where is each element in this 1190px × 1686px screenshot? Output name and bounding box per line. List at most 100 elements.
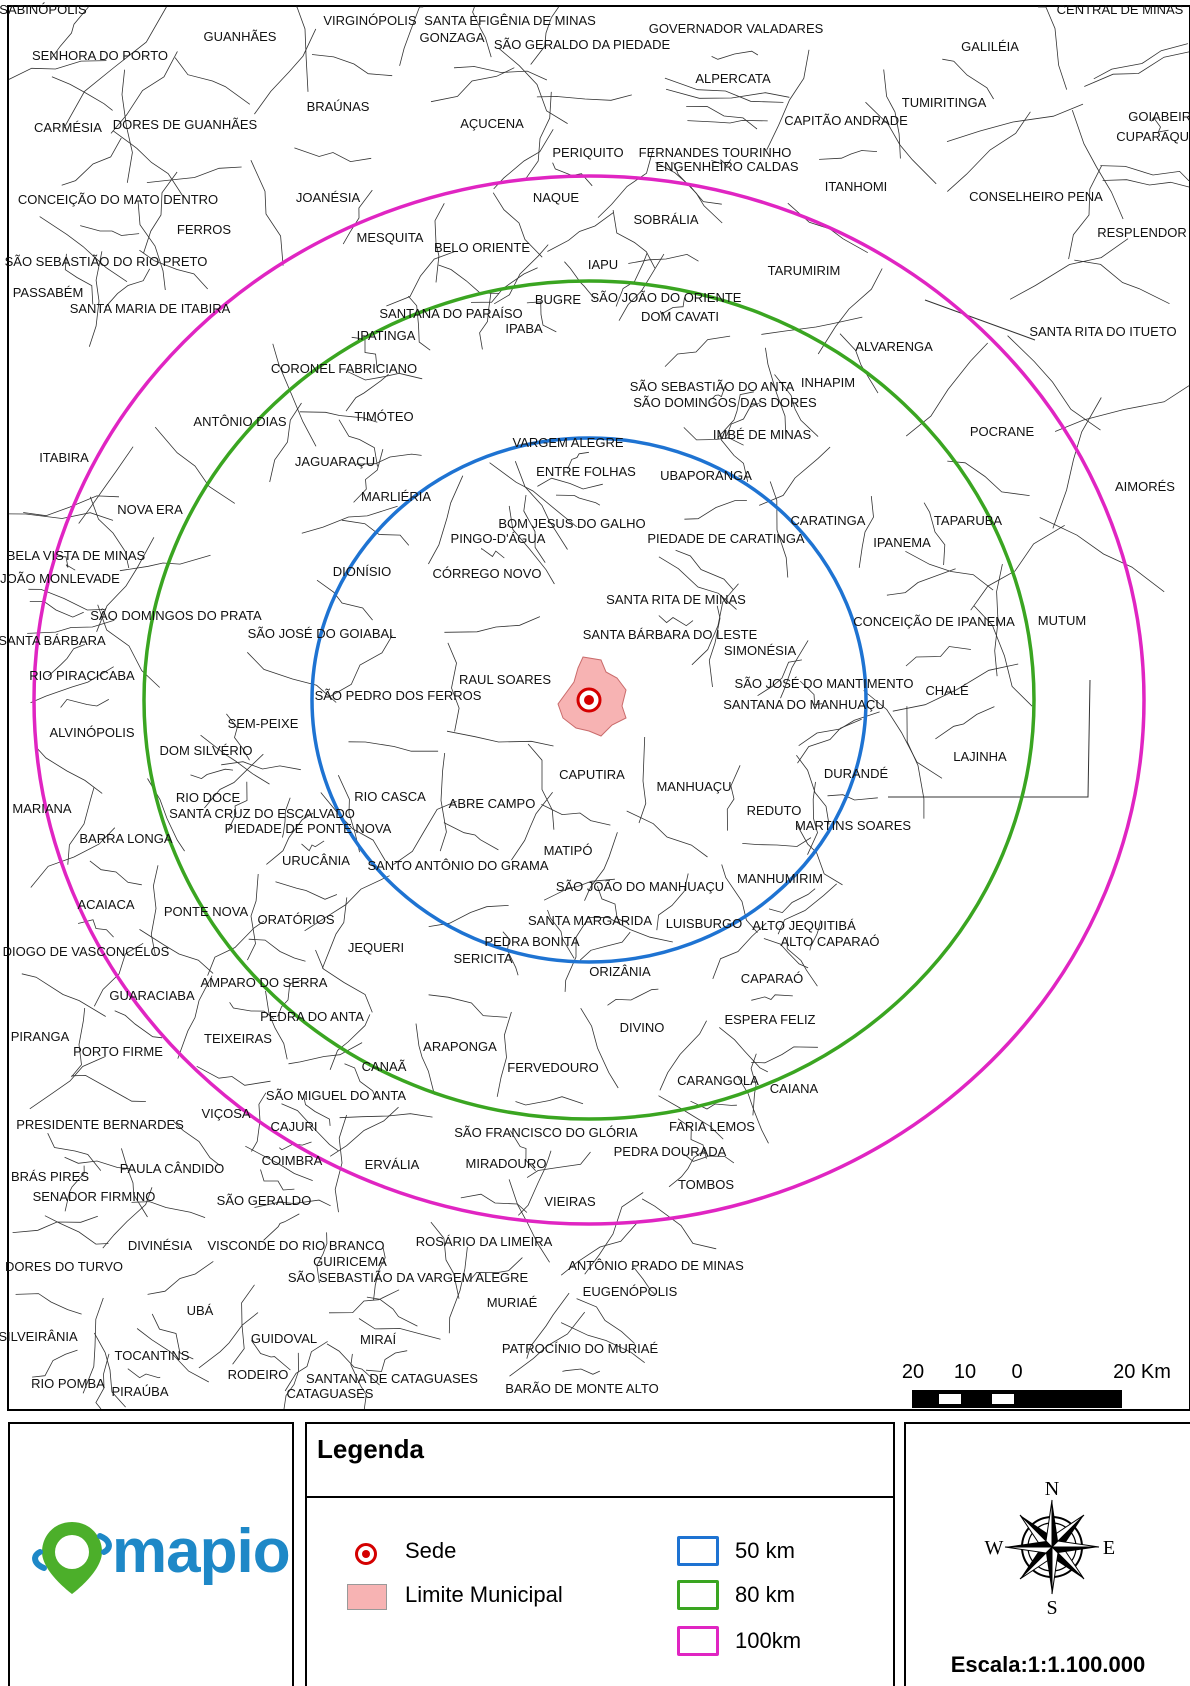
municipality-label[interactable]: EUGENÓPOLIS [583, 1284, 678, 1299]
municipality-label[interactable]: SÃO MIGUEL DO ANTA [266, 1088, 406, 1103]
municipality-label[interactable]: FARIA LEMOS [669, 1119, 755, 1134]
municipality-label[interactable]: RIO PIRACICABA [29, 668, 135, 683]
municipality-label[interactable]: MIRADOURO [466, 1156, 547, 1171]
municipality-label[interactable]: SANTA BÁRBARA DO LESTE [583, 627, 758, 642]
municipality-label[interactable]: VIRGINÓPOLIS [323, 13, 417, 28]
municipality-label[interactable]: SABINÓPOLIS [0, 2, 87, 17]
municipality-label[interactable]: MARTINS SOARES [795, 818, 911, 833]
municipality-label[interactable]: CAJURI [271, 1119, 318, 1134]
municipality-label[interactable]: RIO DOCE [176, 790, 241, 805]
municipality-label[interactable]: NAQUE [533, 190, 580, 205]
municipality-label[interactable]: CENTRAL DE MINAS [1057, 2, 1184, 17]
municipality-label[interactable]: CHALÉ [925, 683, 969, 698]
municipality-label[interactable]: SÃO FRANCISCO DO GLÓRIA [454, 1125, 638, 1140]
municipality-label[interactable]: SANTA MARGARIDA [528, 913, 652, 928]
municipality-label[interactable]: PATROCÍNIO DO MURIAÉ [502, 1341, 659, 1356]
municipality-label[interactable]: DOM SILVÉRIO [160, 743, 253, 758]
municipality-label[interactable]: PEDRA DOURADA [614, 1144, 727, 1159]
municipality-label[interactable]: DURANDÉ [824, 766, 889, 781]
municipality-label[interactable]: DIVINO [620, 1020, 665, 1035]
municipality-label[interactable]: SÃO GERALDO [217, 1193, 312, 1208]
municipality-label[interactable]: ESPERA FELIZ [724, 1012, 815, 1027]
municipality-label[interactable]: AMPARO DO SERRA [201, 975, 328, 990]
municipality-label[interactable]: PIEDADE DE PONTE NOVA [225, 821, 392, 836]
municipality-label[interactable]: SÃO DOMINGOS DAS DORES [633, 395, 817, 410]
municipality-label[interactable]: RAUL SOARES [459, 672, 551, 687]
municipality-label[interactable]: SEM-PEIXE [228, 716, 299, 731]
municipality-label[interactable]: NOVA ERA [117, 502, 183, 517]
municipality-label[interactable]: GUIDOVAL [251, 1331, 317, 1346]
municipality-label[interactable]: LAJINHA [953, 749, 1007, 764]
municipality-label[interactable]: SANTANA DE CATAGUASES [306, 1371, 478, 1386]
municipality-label[interactable]: ALTO CAPARAÓ [781, 934, 880, 949]
municipality-label[interactable]: MANHUMIRIM [737, 871, 823, 886]
municipality-label[interactable]: PORTO FIRME [73, 1044, 163, 1059]
municipality-label[interactable]: UBAPORANGA [660, 468, 752, 483]
municipality-label[interactable]: IMBÉ DE MINAS [713, 427, 812, 442]
municipality-label[interactable]: PINGO-D'ÁGUA [451, 531, 546, 546]
municipality-label[interactable]: CORONEL FABRICIANO [271, 361, 417, 376]
municipality-label[interactable]: RODEIRO [228, 1367, 289, 1382]
municipality-label[interactable]: TOCANTINS [115, 1348, 190, 1363]
municipality-label[interactable]: JOÃO MONLEVADE [0, 571, 120, 586]
municipality-label[interactable]: SÃO PEDRO DOS FERROS [315, 688, 482, 703]
municipality-label[interactable]: SERICITA [454, 951, 513, 966]
municipality-label[interactable]: TIMÓTEO [354, 409, 413, 424]
municipality-label[interactable]: FERVEDOURO [507, 1060, 599, 1075]
municipality-label[interactable]: IPATINGA [357, 328, 416, 343]
municipality-label[interactable]: CONCEIÇÃO DE IPANEMA [853, 614, 1015, 629]
municipality-label[interactable]: SÃO SEBASTIÃO DO ANTA [630, 379, 795, 394]
municipality-label[interactable]: MUTUM [1038, 613, 1086, 628]
municipality-label[interactable]: SENHORA DO PORTO [32, 48, 168, 63]
municipality-label[interactable]: TAPARUBA [934, 513, 1002, 528]
municipality-label[interactable]: ERVÁLIA [365, 1157, 420, 1172]
municipality-label[interactable]: ENTRE FOLHAS [536, 464, 636, 479]
municipality-label[interactable]: IPABA [505, 321, 543, 336]
municipality-label[interactable]: INHAPIM [801, 375, 855, 390]
municipality-label[interactable]: DOM CAVATI [641, 309, 719, 324]
municipality-label[interactable]: ACAIACA [77, 897, 134, 912]
municipality-label[interactable]: BUGRE [535, 292, 582, 307]
municipality-label[interactable]: AÇUCENA [460, 116, 524, 131]
municipality-label[interactable]: ABRE CAMPO [449, 796, 536, 811]
map-frame[interactable]: SABINÓPOLIS VIRGINÓPOLIS SANTA EFIGÊNIA DE… [0, 0, 1190, 1422]
municipality-label[interactable]: SENADOR FIRMINO [33, 1189, 156, 1204]
municipality-label[interactable]: URUCÂNIA [282, 853, 350, 868]
municipality-label[interactable]: BRÁS PIRES [11, 1169, 89, 1184]
municipality-label[interactable]: TARUMIRIM [768, 263, 841, 278]
municipality-label[interactable]: PEDRA BONITA [484, 934, 579, 949]
municipality-label[interactable]: SANTANA DO MANHUAÇU [723, 697, 885, 712]
municipality-label[interactable]: SANTANA DO PARAÍSO [379, 306, 522, 321]
municipality-label[interactable]: GOIABEIRA [1128, 109, 1190, 124]
municipality-label[interactable]: SÃO JOSÉ DO MANTIMENTO [735, 676, 914, 691]
municipality-label[interactable]: PIRAÚBA [111, 1384, 168, 1399]
municipality-label[interactable]: DIVINÉSIA [128, 1238, 193, 1253]
municipality-label[interactable]: MIRAÍ [360, 1332, 397, 1347]
municipality-label[interactable]: BARÃO DE MONTE ALTO [505, 1381, 658, 1396]
municipality-label[interactable]: ITABIRA [39, 450, 89, 465]
municipality-label[interactable]: DIOGO DE VASCONCELOS [3, 944, 170, 959]
municipality-label[interactable]: ORATÓRIOS [257, 912, 334, 927]
municipality-label[interactable]: TOMBOS [678, 1177, 734, 1192]
municipality-label[interactable]: CARMÉSIA [34, 120, 102, 135]
municipality-label[interactable]: SÃO DOMINGOS DO PRATA [90, 608, 262, 623]
municipality-label[interactable]: PIRANGA [11, 1029, 70, 1044]
municipality-label[interactable]: DIONÍSIO [333, 564, 392, 579]
municipality-label[interactable]: SOBRÁLIA [633, 212, 698, 227]
municipality-label[interactable]: IAPU [588, 257, 618, 272]
municipality-label[interactable]: ANTÔNIO PRADO DE MINAS [568, 1258, 744, 1273]
municipality-label[interactable]: AIMORÉS [1115, 479, 1175, 494]
municipality-label[interactable]: SÃO GERALDO DA PIEDADE [494, 37, 671, 52]
municipality-label[interactable]: FERNANDES TOURINHO [639, 145, 792, 160]
mapio-logo[interactable]: mapio [30, 1516, 291, 1596]
municipality-label[interactable]: TUMIRITINGA [902, 95, 987, 110]
municipality-label[interactable]: ITANHOMI [825, 179, 888, 194]
municipality-label[interactable]: PRESIDENTE BERNARDES [16, 1117, 184, 1132]
municipality-label[interactable]: REDUTO [747, 803, 802, 818]
municipality-label[interactable]: JEQUERI [348, 940, 404, 955]
municipality-label[interactable]: PAULA CÂNDIDO [120, 1161, 225, 1176]
municipality-label[interactable]: SILVEIRÂNIA [0, 1329, 78, 1344]
municipality-label[interactable]: ALPERCATA [695, 71, 771, 86]
municipality-label[interactable]: IPANEMA [873, 535, 931, 550]
municipality-label[interactable]: VIEIRAS [544, 1194, 596, 1209]
